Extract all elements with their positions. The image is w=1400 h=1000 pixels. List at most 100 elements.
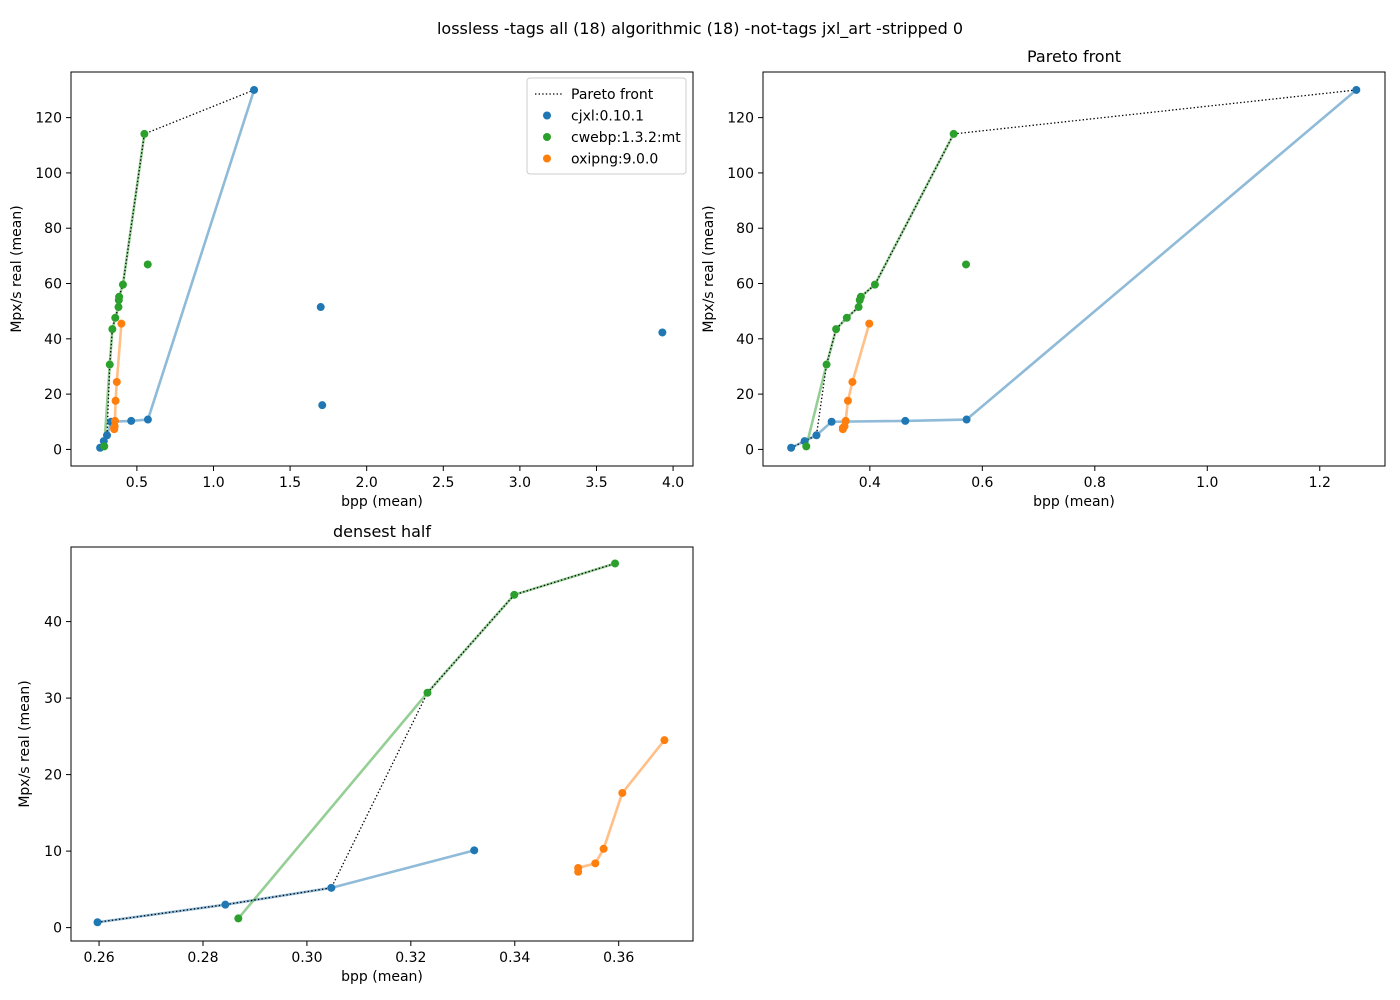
y-tick-label: 100 bbox=[727, 166, 754, 182]
data-point-0-8 bbox=[318, 401, 327, 410]
legend-label: cwebp:1.3.2:mt bbox=[571, 130, 681, 146]
plot-area-pareto bbox=[787, 85, 1361, 452]
data-point-1-0 bbox=[234, 914, 243, 923]
data-point-0-0 bbox=[787, 443, 796, 452]
y-tick-label: 120 bbox=[727, 111, 754, 127]
y-axis-label: Mpx/s real (mean) bbox=[9, 205, 25, 332]
y-tick-label: 60 bbox=[44, 277, 62, 293]
plot-area-densest bbox=[93, 559, 669, 927]
data-point-0-9 bbox=[658, 328, 667, 337]
data-point-1-2 bbox=[832, 325, 841, 334]
x-tick-label: 3.0 bbox=[509, 475, 531, 491]
x-axis-label: bpp (mean) bbox=[341, 494, 423, 510]
pareto-front-line bbox=[97, 562, 616, 923]
data-point-2-2 bbox=[591, 859, 600, 868]
data-point-1-6 bbox=[856, 292, 865, 301]
axes-frame bbox=[762, 71, 1386, 467]
y-tick-label: 20 bbox=[44, 387, 62, 403]
y-tick-label: 80 bbox=[736, 221, 754, 237]
data-point-2-6 bbox=[865, 319, 874, 328]
data-point-0-2 bbox=[812, 431, 821, 440]
y-tick-label: 80 bbox=[44, 221, 62, 237]
data-point-2-1 bbox=[574, 863, 583, 872]
data-point-0-4 bbox=[901, 416, 910, 425]
data-point-1-1 bbox=[822, 360, 831, 369]
x-tick-label: 0.6 bbox=[971, 475, 993, 491]
x-tick-label: 0.8 bbox=[1084, 475, 1106, 491]
x-tick-label: 1.0 bbox=[1196, 475, 1218, 491]
y-tick-label: 30 bbox=[44, 691, 62, 707]
y-axis-label: Mpx/s real (mean) bbox=[701, 205, 717, 332]
data-point-0-7 bbox=[316, 303, 325, 312]
figure-suptitle: lossless -tags all (18) algorithmic (18)… bbox=[437, 19, 963, 39]
data-point-1-9 bbox=[962, 260, 971, 269]
data-point-1-4 bbox=[854, 303, 863, 312]
data-point-2-3 bbox=[599, 844, 608, 853]
data-point-2-6 bbox=[117, 319, 126, 328]
panel-pareto: 0.4 0.6 0.8 1.0 1.2 0 20 40 60 80 100 120 bpp (mean)… bbox=[701, 47, 1386, 510]
legend-label: cjxl:0.10.1 bbox=[571, 109, 644, 125]
data-point-1-0 bbox=[802, 442, 811, 451]
axes-frame bbox=[70, 546, 694, 942]
data-point-1-9 bbox=[143, 260, 152, 269]
data-point-2-4 bbox=[111, 396, 120, 405]
data-point-1-2 bbox=[108, 325, 117, 334]
data-point-1-1 bbox=[105, 360, 114, 369]
x-tick-label: 0.5 bbox=[126, 475, 148, 491]
data-point-0-2 bbox=[327, 883, 336, 892]
y-tick-label: 10 bbox=[44, 844, 62, 860]
data-point-2-4 bbox=[843, 396, 852, 405]
x-tick-label: 3.5 bbox=[585, 475, 607, 491]
x-tick-label: 0.4 bbox=[859, 475, 881, 491]
y-axis-label: Mpx/s real (mean) bbox=[17, 680, 33, 807]
data-point-0-5 bbox=[962, 415, 971, 424]
panel-densest: 0.26 0.28 0.30 0.32 0.34 0.36 0 10 20 30 40 bpp (me… bbox=[17, 522, 694, 985]
data-point-1-4 bbox=[114, 303, 123, 312]
pareto-front-line bbox=[99, 89, 255, 449]
data-point-2-3 bbox=[841, 416, 850, 425]
data-point-0-6 bbox=[250, 85, 259, 94]
legend-label: Pareto front bbox=[571, 87, 654, 103]
data-point-1-2 bbox=[510, 590, 519, 599]
data-point-1-1 bbox=[423, 688, 432, 697]
y-tick-label: 120 bbox=[35, 111, 62, 127]
x-tick-label: 1.5 bbox=[279, 475, 301, 491]
data-point-0-6 bbox=[1352, 85, 1361, 94]
data-point-2-5 bbox=[660, 736, 669, 745]
data-point-0-1 bbox=[221, 900, 230, 909]
data-point-2-3 bbox=[110, 416, 119, 425]
x-tick-label: 0.32 bbox=[395, 950, 426, 966]
data-point-0-5 bbox=[143, 415, 152, 424]
y-tick-label: 0 bbox=[745, 442, 754, 458]
y-tick-label: 20 bbox=[44, 768, 62, 784]
y-tick-label: 0 bbox=[53, 442, 62, 458]
data-point-1-3 bbox=[842, 313, 851, 322]
series-line-0 bbox=[97, 849, 475, 924]
y-tick-label: 60 bbox=[736, 277, 754, 293]
x-tick-label: 2.5 bbox=[432, 475, 454, 491]
x-tick-label: 1.2 bbox=[1309, 475, 1331, 491]
y-tick-label: 40 bbox=[736, 332, 754, 348]
legend: Pareto front cjxl:0.10.1 cwebp:1.3.2:mt oxi… bbox=[526, 77, 687, 175]
data-point-1-7 bbox=[870, 280, 879, 289]
data-point-2-4 bbox=[618, 788, 627, 797]
legend-marker-swatch bbox=[543, 133, 551, 141]
axes-title: Pareto front bbox=[1027, 47, 1121, 66]
data-point-1-6 bbox=[115, 292, 124, 301]
x-tick-label: 1.0 bbox=[202, 475, 224, 491]
axes-frame bbox=[70, 71, 694, 467]
legend-label: oxipng:9.0.0 bbox=[571, 152, 658, 168]
data-point-1-7 bbox=[118, 280, 127, 289]
y-tick-label: 40 bbox=[44, 332, 62, 348]
legend-frame bbox=[526, 77, 687, 175]
legend-marker-swatch bbox=[543, 154, 551, 163]
data-point-2-5 bbox=[848, 377, 857, 386]
x-tick-label: 0.30 bbox=[291, 950, 322, 966]
plot-area-all bbox=[96, 85, 667, 452]
data-point-1-3 bbox=[111, 313, 120, 322]
data-point-1-3 bbox=[611, 559, 620, 568]
x-tick-label: 4.0 bbox=[662, 475, 684, 491]
x-tick-label: 0.28 bbox=[187, 950, 218, 966]
data-point-0-3 bbox=[827, 417, 836, 426]
